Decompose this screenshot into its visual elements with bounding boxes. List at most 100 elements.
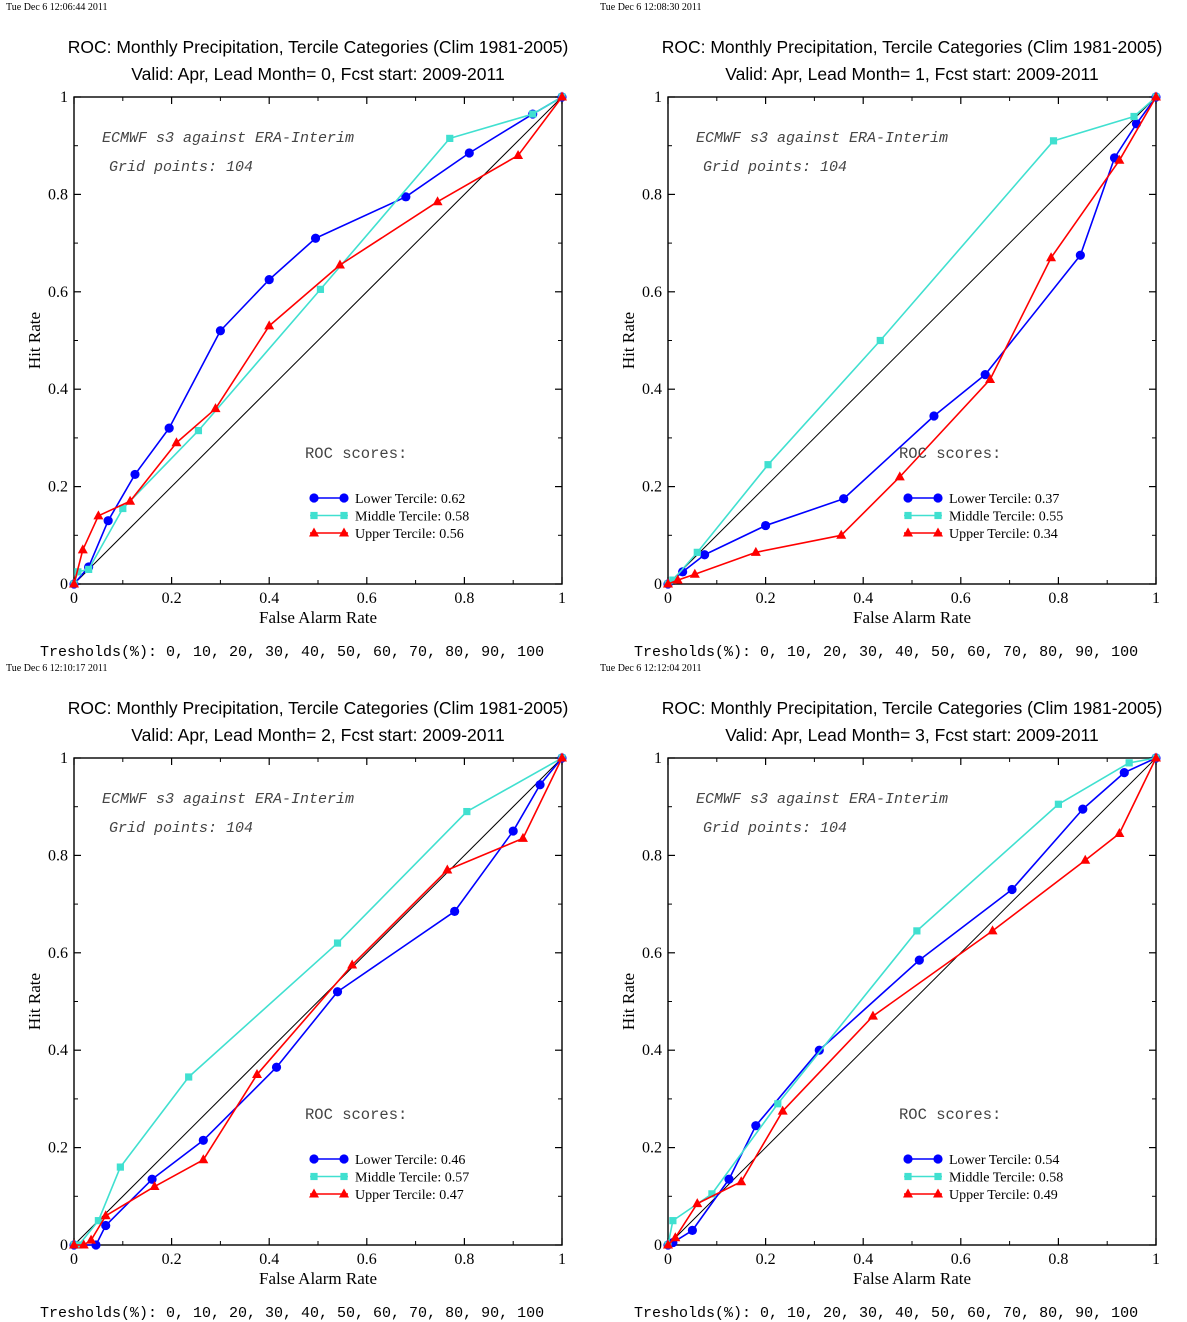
data-point-upper bbox=[198, 1154, 209, 1164]
x-tick-label: 0.4 bbox=[259, 1251, 279, 1268]
legend-entry-middle: Middle Tercile: 0.58 bbox=[949, 1171, 1063, 1186]
data-point-upper bbox=[171, 437, 182, 447]
no-skill-diagonal bbox=[667, 757, 1157, 1246]
data-point-upper bbox=[750, 546, 761, 556]
series-line-middle bbox=[74, 757, 563, 1246]
data-point-upper bbox=[736, 1176, 747, 1186]
x-tick-label: 0 bbox=[664, 1251, 672, 1268]
legend: Lower Tercile: 0.37 Middle Tercile: 0.55 U… bbox=[903, 492, 1063, 542]
y-tick-label: 0 bbox=[60, 1237, 68, 1254]
series-upper bbox=[69, 91, 567, 588]
chart-subtitle: Valid: Apr, Lead Month= 3, Fcst start: 2… bbox=[725, 725, 1098, 745]
y-tick-label: 0.4 bbox=[642, 381, 662, 398]
data-point-lower bbox=[535, 780, 545, 790]
x-tick-label: 0 bbox=[70, 1251, 78, 1268]
data-point-lower bbox=[332, 987, 343, 997]
y-tick-label: 0.2 bbox=[642, 1140, 662, 1157]
x-tick-label: 0.6 bbox=[951, 1251, 971, 1268]
data-point-upper bbox=[1080, 854, 1091, 864]
x-tick-label: 0.8 bbox=[454, 590, 474, 607]
timestamp: Tue Dec 6 12:10:17 2011 bbox=[6, 663, 107, 674]
legend-marker-middle bbox=[934, 1172, 942, 1181]
x-tick-label: 0.6 bbox=[357, 590, 377, 607]
series-line-upper bbox=[667, 96, 1157, 585]
x-tick-label: 0.4 bbox=[853, 1251, 873, 1268]
data-point-upper bbox=[1151, 752, 1161, 762]
legend-marker-upper bbox=[903, 527, 913, 537]
data-point-upper bbox=[689, 568, 700, 578]
note-model: ECMWF s3 against ERA-Interim bbox=[696, 791, 948, 808]
y-tick-label: 0.2 bbox=[48, 1140, 68, 1157]
legend-marker-lower bbox=[309, 493, 319, 503]
chart-subtitle: Valid: Apr, Lead Month= 0, Fcst start: 2… bbox=[131, 64, 504, 84]
data-point-lower bbox=[761, 520, 771, 531]
y-tick-label: 0.4 bbox=[642, 1042, 662, 1059]
y-tick-label: 0.8 bbox=[48, 847, 68, 864]
legend-marker-middle bbox=[340, 511, 348, 520]
roc-scores-label: ROC scores: bbox=[899, 445, 1001, 463]
data-point-middle bbox=[446, 134, 454, 142]
data-point-lower bbox=[980, 369, 990, 380]
x-tick-label: 0.8 bbox=[1048, 590, 1068, 607]
y-tick-label: 0.4 bbox=[48, 1042, 68, 1059]
series-upper bbox=[663, 752, 1161, 1249]
data-point-lower bbox=[678, 567, 688, 577]
x-tick-label: 0 bbox=[664, 590, 672, 607]
y-tick-label: 1 bbox=[654, 89, 662, 106]
legend-entry-lower: Lower Tercile: 0.46 bbox=[355, 1153, 465, 1168]
legend-entry-upper: Upper Tercile: 0.49 bbox=[949, 1188, 1058, 1203]
legend-marker-lower bbox=[339, 1154, 349, 1164]
legend-entry-lower: Lower Tercile: 0.62 bbox=[355, 492, 465, 507]
x-tick-label: 0.4 bbox=[259, 590, 279, 607]
data-point-middle bbox=[463, 807, 471, 816]
data-point-middle bbox=[94, 1217, 102, 1225]
data-point-upper bbox=[149, 1181, 160, 1191]
data-point-upper bbox=[867, 1010, 878, 1020]
data-point-middle bbox=[693, 548, 701, 556]
data-point-upper bbox=[1046, 252, 1057, 262]
y-tick-label: 0.6 bbox=[642, 945, 662, 962]
legend: Lower Tercile: 0.54 Middle Tercile: 0.58 U… bbox=[903, 1153, 1063, 1203]
data-point-upper bbox=[670, 1232, 681, 1242]
roc-panel-2: Tue Dec 6 12:10:17 2011 ROC: Monthly Prec… bbox=[0, 661, 594, 1322]
data-point-upper bbox=[77, 544, 88, 554]
roc-chart-svg: Tue Dec 6 12:08:30 2011 ROC: Monthly Prec… bbox=[600, 2, 1162, 661]
legend-entry-middle: Middle Tercile: 0.58 bbox=[355, 510, 469, 525]
data-point-upper bbox=[1151, 91, 1161, 101]
legend-entry-middle: Middle Tercile: 0.55 bbox=[949, 510, 1063, 525]
roc-panel-1: Tue Dec 6 12:08:30 2011 ROC: Monthly Prec… bbox=[594, 0, 1187, 661]
data-point-upper bbox=[1114, 154, 1125, 164]
series-line-middle bbox=[667, 757, 1157, 1246]
data-point-lower bbox=[814, 1045, 824, 1055]
legend: Lower Tercile: 0.46 Middle Tercile: 0.57 U… bbox=[309, 1153, 469, 1203]
legend-marker-lower bbox=[339, 493, 349, 503]
data-point-middle bbox=[913, 927, 921, 935]
y-tick-label: 0.6 bbox=[48, 284, 68, 301]
roc-chart-svg: Tue Dec 6 12:10:17 2011 ROC: Monthly Prec… bbox=[6, 663, 568, 1322]
data-point-upper bbox=[672, 574, 683, 584]
chart-title: ROC: Monthly Precipitation, Tercile Cate… bbox=[68, 37, 569, 57]
data-point-upper bbox=[517, 832, 528, 842]
data-point-upper bbox=[69, 578, 79, 588]
data-point-upper bbox=[987, 925, 998, 935]
data-point-lower bbox=[130, 469, 140, 480]
data-point-lower bbox=[1078, 804, 1088, 814]
data-point-middle bbox=[1125, 759, 1133, 767]
legend-marker-upper bbox=[339, 527, 349, 537]
note-model: ECMWF s3 against ERA-Interim bbox=[102, 130, 354, 147]
data-point-lower bbox=[310, 233, 321, 243]
data-point-lower bbox=[215, 326, 225, 336]
data-point-lower bbox=[101, 1220, 111, 1231]
data-point-upper bbox=[692, 1198, 703, 1208]
legend-marker-middle bbox=[904, 1172, 912, 1181]
x-tick-label: 0.8 bbox=[454, 1251, 474, 1268]
y-axis-label: Hit Rate bbox=[25, 312, 44, 369]
chart-subtitle: Valid: Apr, Lead Month= 1, Fcst start: 2… bbox=[725, 64, 1098, 84]
legend-entry-upper: Upper Tercile: 0.56 bbox=[355, 527, 464, 542]
legend-marker-middle bbox=[310, 511, 318, 520]
data-point-middle bbox=[85, 565, 93, 573]
y-axis-label: Hit Rate bbox=[619, 312, 638, 369]
data-point-lower bbox=[508, 826, 518, 836]
note-model: ECMWF s3 against ERA-Interim bbox=[102, 791, 354, 808]
data-point-upper bbox=[252, 1069, 262, 1079]
